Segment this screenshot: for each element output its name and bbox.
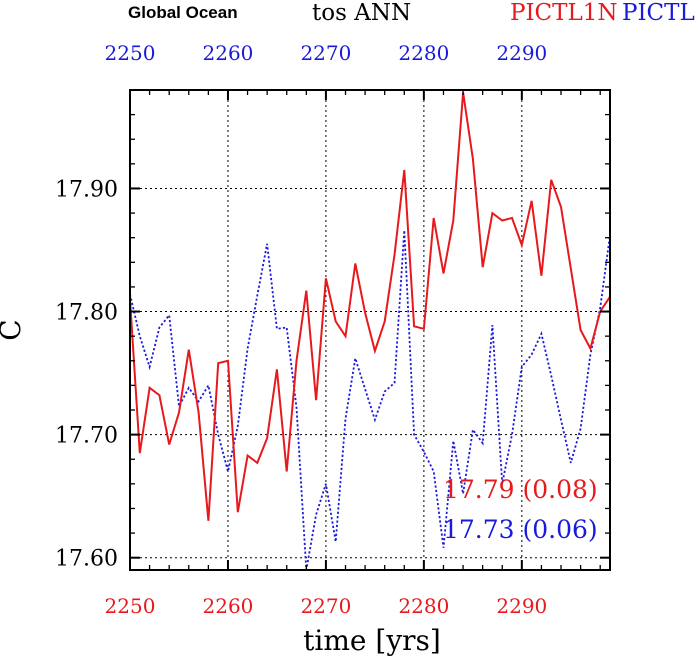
y-tick-label: 17.60 bbox=[55, 547, 118, 572]
series-line-pictl bbox=[129, 230, 611, 571]
grid-lines bbox=[130, 90, 610, 570]
x-tick-label-top: 2250 bbox=[105, 41, 156, 65]
y-tick-label: 17.80 bbox=[55, 301, 118, 326]
case-blue-title: PICTL bbox=[622, 0, 695, 26]
x-tick-label: 2270 bbox=[300, 594, 351, 618]
series-line-pictl1n bbox=[129, 92, 611, 521]
x-tick-label: 2250 bbox=[105, 594, 156, 618]
y-tick-labels: 17.60 17.70 17.80 17.90 bbox=[55, 177, 118, 571]
x-tick-labels-top: 2250 2260 2270 2280 2290 bbox=[105, 41, 548, 65]
case-red-title: PICTL1N bbox=[510, 0, 618, 26]
x-tick-label-top: 2290 bbox=[496, 41, 547, 65]
y-axis-label: C bbox=[0, 319, 27, 340]
y-tick-label: 17.90 bbox=[55, 177, 118, 202]
x-tick-label-top: 2280 bbox=[398, 41, 449, 65]
y-tick-label: 17.70 bbox=[55, 424, 118, 449]
axis-ticks bbox=[129, 89, 610, 570]
blue-stat-annotation: 17.73 (0.06) bbox=[443, 515, 598, 544]
x-tick-label-top: 2260 bbox=[203, 41, 254, 65]
x-axis-label: time [yrs] bbox=[303, 624, 441, 657]
x-tick-label: 2290 bbox=[496, 594, 547, 618]
x-tick-label-top: 2270 bbox=[300, 41, 351, 65]
variable-title: tos ANN bbox=[312, 0, 411, 26]
x-tick-label: 2280 bbox=[398, 594, 449, 618]
x-tick-label: 2260 bbox=[203, 594, 254, 618]
x-tick-labels-bottom: 2250 2260 2270 2280 2290 bbox=[105, 594, 548, 618]
red-stat-annotation: 17.79 (0.08) bbox=[443, 475, 598, 504]
region-title: Global Ocean bbox=[128, 3, 238, 22]
plot-frame bbox=[129, 89, 611, 571]
